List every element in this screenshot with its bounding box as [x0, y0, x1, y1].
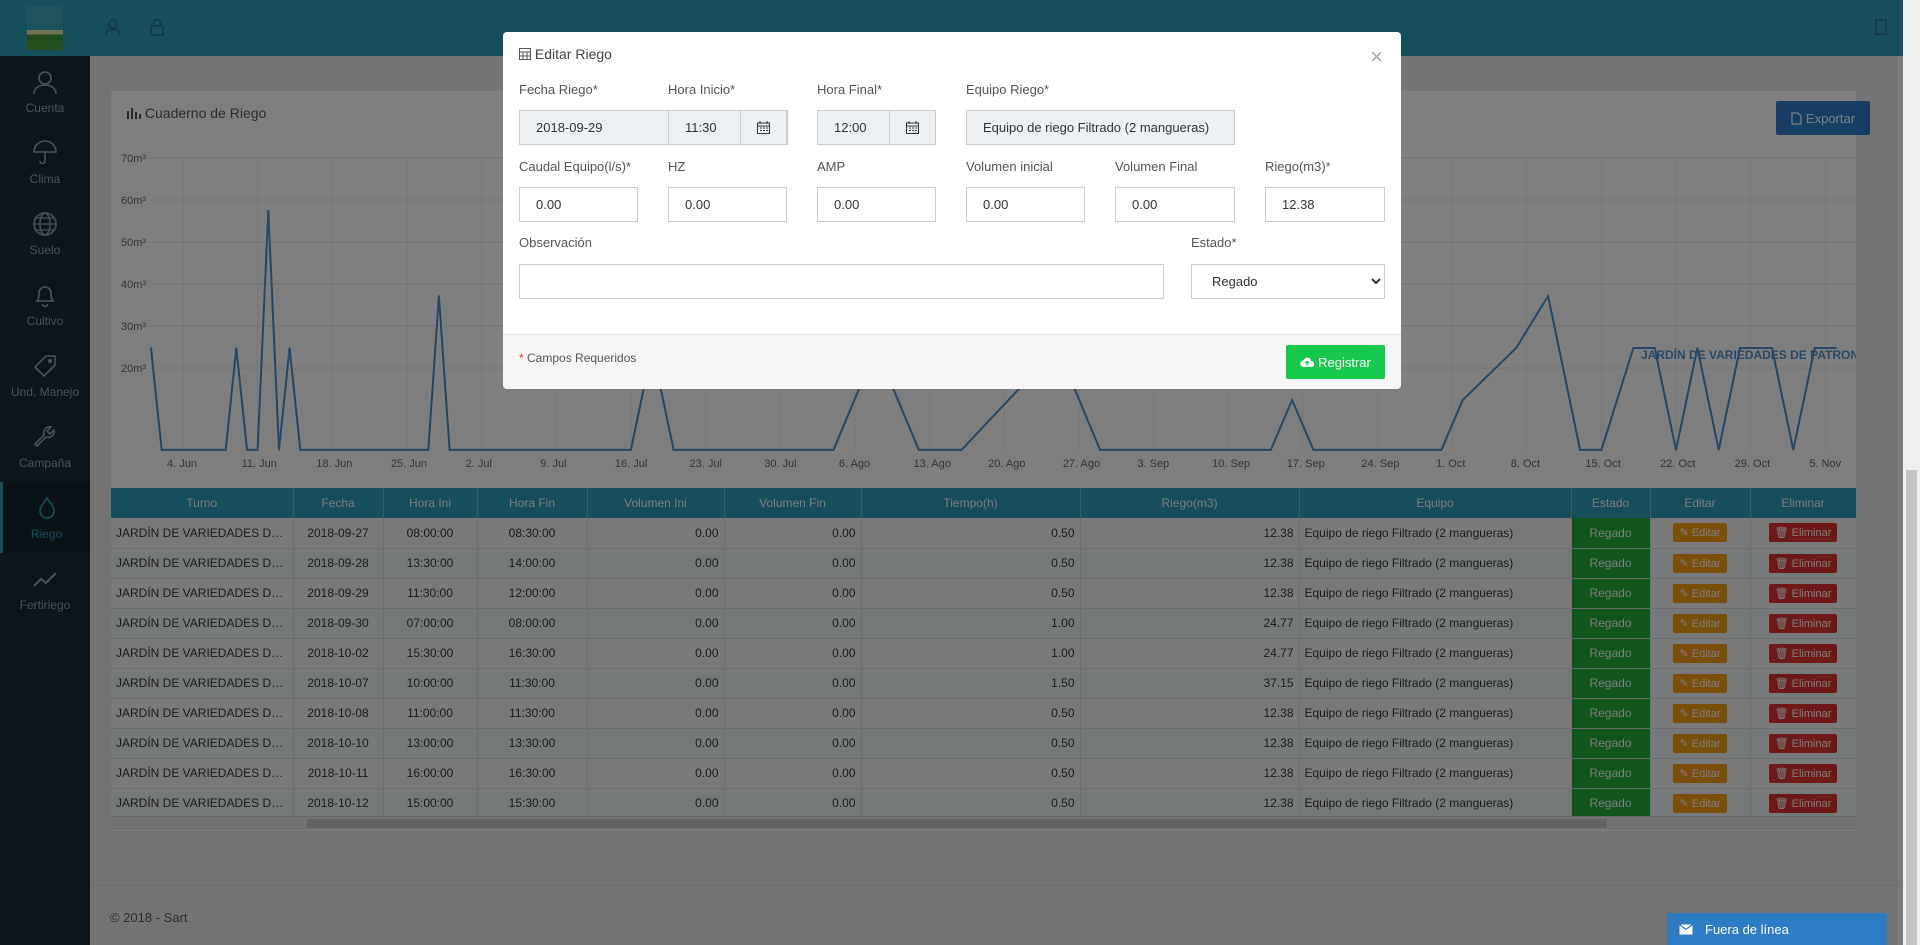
amp-label: AMP	[817, 159, 846, 174]
estado-label: Estado*	[1191, 235, 1237, 250]
equipo-input[interactable]: Equipo de riego Filtrado (2 mangueras)	[966, 110, 1235, 145]
fecha-label: Fecha Riego*	[519, 82, 598, 97]
hora-inicio-value: 11:30	[685, 120, 717, 135]
observacion-label: Observación	[519, 235, 592, 250]
equipo-value: Equipo de riego Filtrado (2 mangueras)	[983, 120, 1210, 135]
register-button[interactable]: Registrar	[1286, 345, 1385, 379]
hz-label: HZ	[668, 159, 686, 174]
fecha-value: 2018-09-29	[536, 120, 603, 135]
close-icon[interactable]: ×	[1370, 44, 1383, 69]
vol-fin-input[interactable]: 0.00	[1115, 187, 1235, 222]
amp-input[interactable]: 0.00	[817, 187, 936, 222]
calculator-icon	[519, 48, 531, 60]
page-scrollbar-thumb[interactable]	[1906, 470, 1917, 945]
vol-ini-value: 0.00	[983, 197, 1009, 212]
envelope-icon	[1679, 924, 1693, 935]
hora-final-input[interactable]: 12:00	[817, 110, 936, 145]
offline-label: Fuera de línea	[1705, 921, 1789, 937]
required-note-text: Campos Requeridos	[527, 351, 637, 365]
calendar-icon[interactable]	[740, 111, 786, 144]
equipo-label: Equipo Riego*	[966, 82, 1050, 97]
estado-select[interactable]: Regado	[1191, 264, 1385, 299]
hora-inicio-label: Hora Inicio*	[668, 82, 736, 97]
edit-irrigation-modal: Editar Riego × Fecha Riego* 2018-09-29 H…	[503, 32, 1401, 389]
modal-body: Fecha Riego* 2018-09-29 Hora Inicio* 11:…	[503, 77, 1401, 334]
hz-input[interactable]: 0.00	[668, 187, 787, 222]
caudal-value: 0.00	[536, 197, 562, 212]
hz-value: 0.00	[685, 197, 711, 212]
vol-ini-label: Volumen inicial	[966, 159, 1053, 174]
hora-inicio-input[interactable]: 11:30	[668, 110, 787, 145]
page-scrollbar[interactable]	[1903, 0, 1920, 945]
riego-value: 12.38	[1282, 197, 1315, 212]
cloud-upload-icon	[1300, 357, 1315, 368]
riego-label: Riego(m3)*	[1265, 159, 1331, 174]
vol-fin-label: Volumen Final	[1115, 159, 1198, 174]
offline-status-bar[interactable]: Fuera de línea	[1667, 913, 1887, 945]
modal-footer: * Campos Requeridos Registrar	[503, 334, 1401, 389]
vol-ini-input[interactable]: 0.00	[966, 187, 1085, 222]
caudal-label: Caudal Equipo(l/s)*	[519, 159, 632, 174]
calendar-icon[interactable]	[889, 111, 935, 144]
hora-final-value: 12:00	[834, 120, 867, 135]
riego-input[interactable]: 12.38	[1265, 187, 1385, 222]
hora-final-label: Hora Final*	[817, 82, 883, 97]
required-star: *	[519, 351, 524, 365]
modal-header: Editar Riego ×	[503, 32, 1401, 77]
amp-value: 0.00	[834, 197, 860, 212]
caudal-input[interactable]: 0.00	[519, 187, 638, 222]
observacion-input[interactable]	[519, 264, 1164, 299]
vol-fin-value: 0.00	[1132, 197, 1158, 212]
modal-title: Editar Riego	[534, 46, 612, 62]
register-label: Registrar	[1318, 354, 1371, 370]
required-note: * Campos Requeridos	[519, 351, 636, 365]
